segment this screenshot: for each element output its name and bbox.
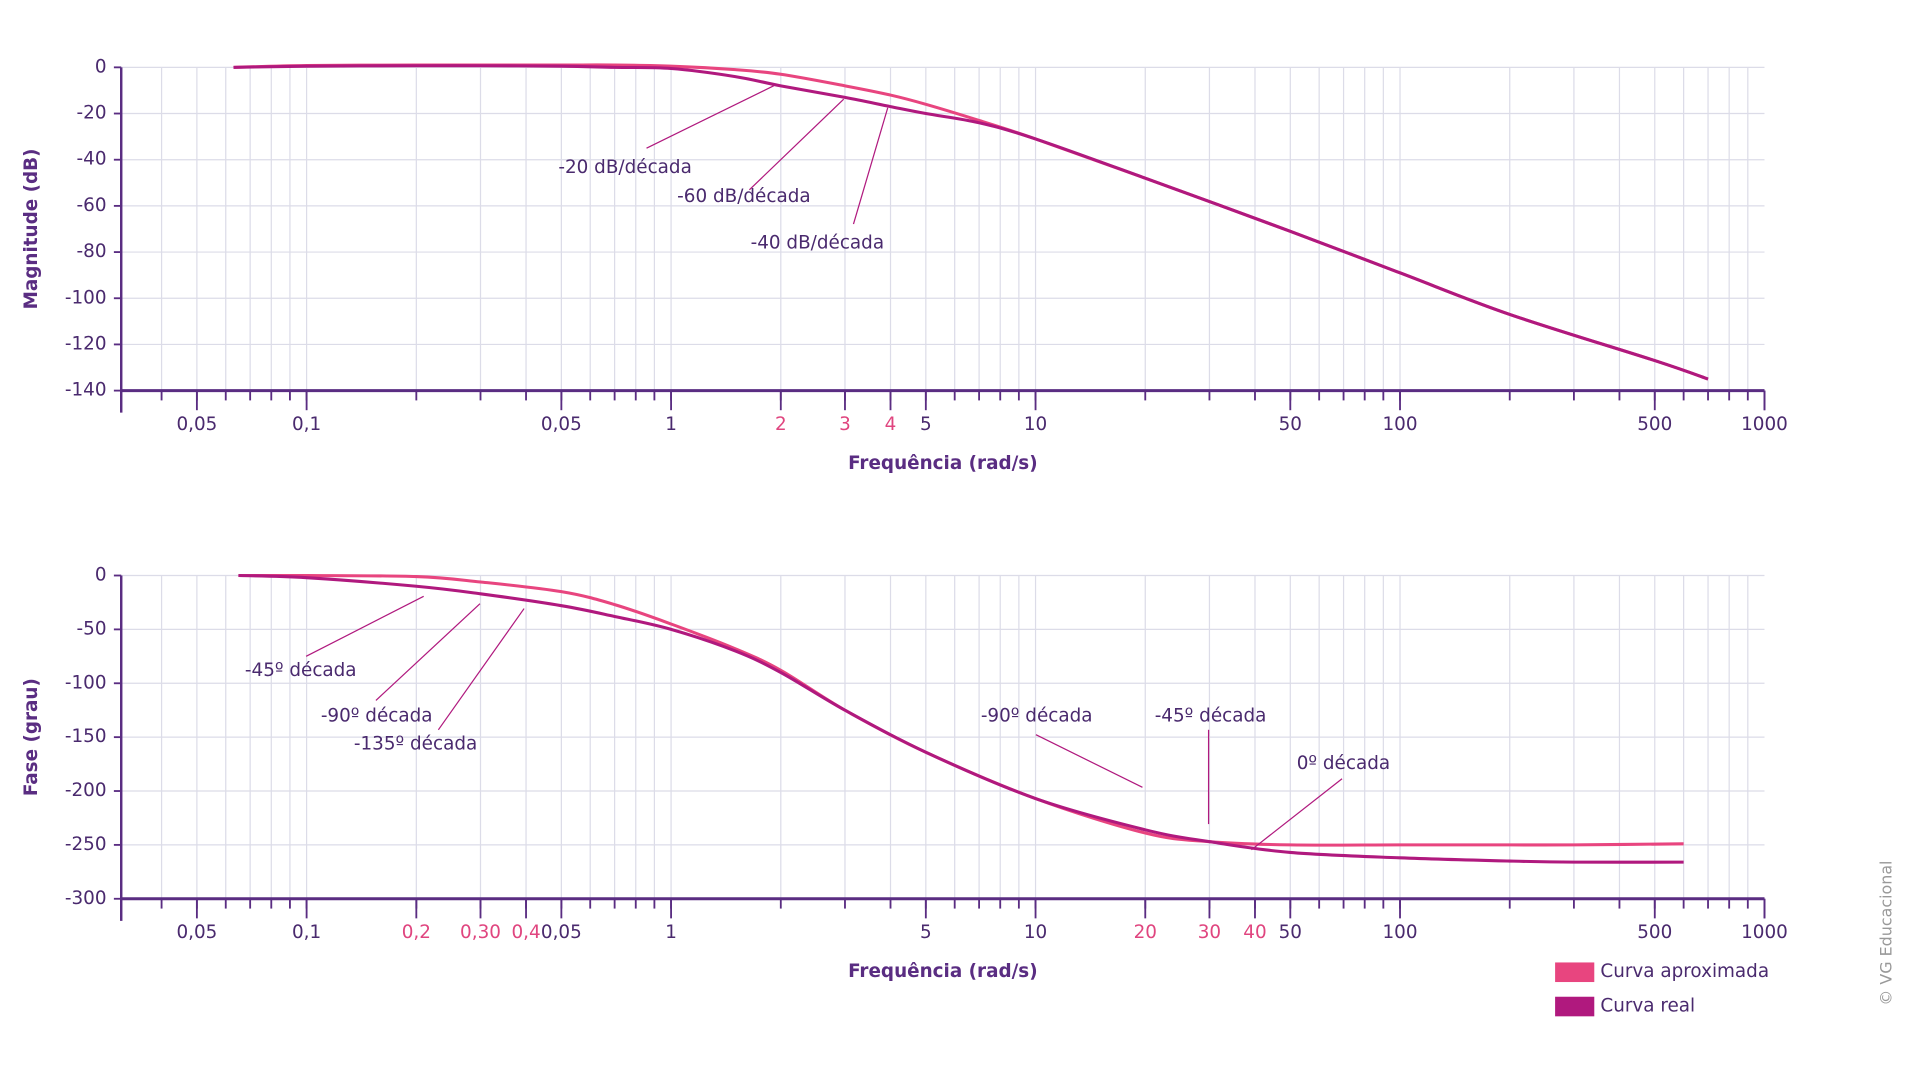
x-tick-label: 30 [1198, 922, 1221, 943]
x-tick-label: 0,1 [292, 414, 321, 435]
x-tick-label: 10 [1024, 922, 1047, 943]
x-tick-label: 500 [1637, 922, 1672, 943]
x-tick-label: 4 [885, 414, 897, 435]
annotation: -40 dB/década [751, 233, 884, 254]
y-tick-label: -80 [77, 241, 107, 262]
annotation: -135º década [354, 733, 477, 754]
x-tick-label: 20 [1134, 922, 1157, 943]
annotation-leader [1035, 734, 1143, 788]
x-tick-label: 50 [1279, 414, 1302, 435]
annotation: -45º década [1155, 705, 1267, 726]
x-tick-label: 2 [775, 414, 787, 435]
y-tick-label: -300 [65, 888, 107, 909]
x-tick-label: 100 [1382, 414, 1417, 435]
x-tick-label: 40 [1243, 922, 1266, 943]
y-tick-label: 0 [95, 565, 107, 586]
x-tick-label: 0,4 [511, 922, 540, 943]
annotation-leader [852, 107, 889, 225]
annotation-leader [437, 608, 525, 731]
y-tick-label: -20 [77, 103, 107, 124]
x-tick-label: 1000 [1741, 922, 1788, 943]
series-line [233, 64, 1709, 381]
x-tick-label: 0,05 [541, 922, 582, 943]
annotation: -60 dB/década [677, 186, 810, 207]
y-axis-title: Magnitude (dB) [21, 149, 42, 310]
x-tick-label: 1 [665, 414, 677, 435]
y-tick-label: -200 [65, 780, 107, 801]
y-tick-label: -120 [65, 333, 107, 354]
annotation-leader [646, 85, 775, 149]
annotation-leader [375, 603, 481, 701]
y-axis-title: Fase (grau) [21, 678, 42, 796]
x-tick-label: 3 [839, 414, 851, 435]
y-tick-label: 0 [95, 56, 107, 77]
annotation-leader [1251, 778, 1343, 851]
legend-swatch [1555, 996, 1595, 1017]
y-tick-label: -100 [65, 672, 107, 693]
annotation: -20 dB/década [558, 157, 691, 178]
annotation: -90º década [321, 705, 433, 726]
y-tick-label: -250 [65, 834, 107, 855]
x-tick-label: 0,30 [460, 922, 501, 943]
annotation: -45º década [245, 660, 357, 681]
x-tick-label: 5 [920, 414, 932, 435]
y-tick-label: -40 [77, 149, 107, 170]
series-line [238, 573, 1684, 864]
x-tick-label: 5 [920, 922, 932, 943]
x-tick-label: 0,05 [176, 414, 217, 435]
series-line [238, 573, 1684, 847]
legend-swatch [1555, 962, 1595, 983]
y-tick-label: -150 [65, 726, 107, 747]
x-tick-label: 1 [665, 922, 677, 943]
x-tick-label: 50 [1279, 922, 1302, 943]
x-tick-label: 1000 [1741, 414, 1788, 435]
x-tick-label: 0,1 [292, 922, 321, 943]
x-tick-label: 0,05 [541, 414, 582, 435]
annotation-leader [748, 98, 845, 191]
annotation: -90º década [981, 705, 1093, 726]
y-tick-label: -140 [65, 380, 107, 401]
legend-label: Curva aproximada [1600, 961, 1769, 982]
annotation: 0º década [1297, 753, 1390, 774]
legend-label: Curva real [1600, 996, 1695, 1017]
annotation-leader [305, 595, 424, 657]
x-tick-label: 10 [1024, 414, 1047, 435]
x-axis-title: Frequência (rad/s) [848, 961, 1038, 982]
series-line [233, 63, 1709, 381]
x-tick-label: 0,2 [402, 922, 431, 943]
x-axis-title: Frequência (rad/s) [848, 453, 1038, 474]
x-tick-label: 100 [1382, 922, 1417, 943]
y-tick-label: -50 [77, 618, 107, 639]
y-tick-label: -60 [77, 195, 107, 216]
credit: © VG Educacional [1876, 861, 1895, 1006]
y-tick-label: -100 [65, 287, 107, 308]
x-tick-label: 0,05 [176, 922, 217, 943]
x-tick-label: 500 [1637, 414, 1672, 435]
